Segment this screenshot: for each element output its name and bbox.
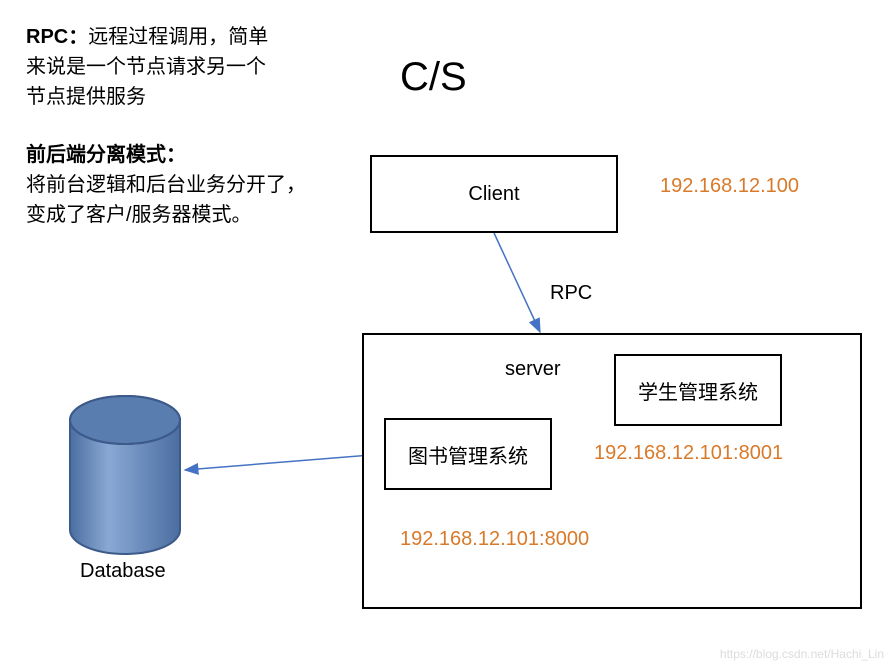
mode-explanation: 前后端分离模式： 将前台逻辑和后台业务分开了， 变成了客户/服务器模式。 — [26, 140, 346, 230]
mode-heading: 前后端分离模式： — [26, 144, 186, 166]
book-system-box: 图书管理系统 — [384, 418, 552, 490]
rpc-arrow-label: RPC — [550, 282, 592, 305]
mode-line2: 变成了客户/服务器模式。 — [26, 204, 252, 226]
book-ip: 192.168.12.101:8000 — [400, 528, 589, 551]
server-label: server — [505, 358, 561, 381]
student-system-box: 学生管理系统 — [614, 354, 782, 426]
client-ip: 192.168.12.100 — [660, 175, 799, 198]
arrow-book-to-database — [185, 454, 383, 470]
database-cylinder — [70, 396, 180, 554]
cs-title: C/S — [400, 55, 467, 100]
arrow-client-to-server — [494, 233, 540, 332]
rpc-heading: RPC： — [26, 26, 88, 48]
student-ip: 192.168.12.101:8001 — [594, 442, 783, 465]
rpc-explanation: RPC：远程过程调用，简单 来说是一个节点请求另一个 节点提供服务 — [26, 22, 336, 112]
mode-line1: 将前台逻辑和后台业务分开了， — [26, 174, 306, 196]
rpc-line3: 节点提供服务 — [26, 86, 146, 108]
client-box: Client — [370, 155, 618, 233]
rpc-line1: 远程过程调用，简单 — [88, 26, 268, 48]
student-system-label: 学生管理系统 — [638, 376, 758, 405]
rpc-line2: 来说是一个节点请求另一个 — [26, 56, 266, 78]
book-system-label: 图书管理系统 — [408, 440, 528, 469]
watermark: https://blog.csdn.net/Hachi_Lin — [720, 647, 884, 661]
database-label: Database — [80, 560, 166, 583]
client-label: Client — [468, 183, 519, 206]
